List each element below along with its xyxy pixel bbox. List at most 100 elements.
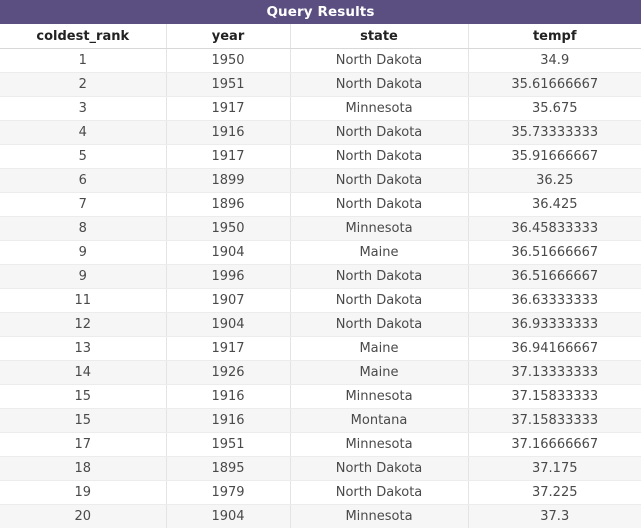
cell-state: North Dakota bbox=[290, 72, 469, 97]
cell-tempf: 37.3 bbox=[468, 504, 641, 528]
cell-coldest-rank: 19 bbox=[0, 480, 167, 505]
cell-state: Minnesota bbox=[290, 432, 469, 457]
table-row[interactable]: 9 1996 North Dakota 36.51666667 bbox=[0, 264, 641, 289]
cell-state: Minnesota bbox=[290, 216, 469, 241]
cell-tempf: 36.63333333 bbox=[468, 288, 641, 313]
table-row[interactable]: 18 1895 North Dakota 37.175 bbox=[0, 456, 641, 481]
cell-year: 1950 bbox=[166, 216, 291, 241]
cell-year: 1916 bbox=[166, 120, 291, 145]
cell-year: 1979 bbox=[166, 480, 291, 505]
cell-year: 1896 bbox=[166, 192, 291, 217]
cell-state: Minnesota bbox=[290, 504, 469, 528]
cell-tempf: 35.91666667 bbox=[468, 144, 641, 169]
table-row[interactable]: 12 1904 North Dakota 36.93333333 bbox=[0, 312, 641, 337]
cell-coldest-rank: 4 bbox=[0, 120, 167, 145]
cell-tempf: 36.93333333 bbox=[468, 312, 641, 337]
table-row[interactable]: 8 1950 Minnesota 36.45833333 bbox=[0, 216, 641, 241]
cell-coldest-rank: 3 bbox=[0, 96, 167, 121]
table-row[interactable]: 6 1899 North Dakota 36.25 bbox=[0, 168, 641, 193]
cell-year: 1916 bbox=[166, 408, 291, 433]
table-row[interactable]: 11 1907 North Dakota 36.63333333 bbox=[0, 288, 641, 313]
cell-tempf: 37.225 bbox=[468, 480, 641, 505]
cell-state: Minnesota bbox=[290, 384, 469, 409]
cell-year: 1951 bbox=[166, 72, 291, 97]
cell-coldest-rank: 15 bbox=[0, 384, 167, 409]
cell-tempf: 35.675 bbox=[468, 96, 641, 121]
cell-coldest-rank: 2 bbox=[0, 72, 167, 97]
table-row[interactable]: 2 1951 North Dakota 35.61666667 bbox=[0, 72, 641, 97]
cell-year: 1904 bbox=[166, 312, 291, 337]
results-table: coldest_rank year state tempf 1 1950 North… bbox=[0, 24, 641, 528]
cell-state: Montana bbox=[290, 408, 469, 433]
cell-state: North Dakota bbox=[290, 288, 469, 313]
cell-year: 1926 bbox=[166, 360, 291, 385]
cell-coldest-rank: 6 bbox=[0, 168, 167, 193]
column-header-coldest-rank[interactable]: coldest_rank bbox=[0, 24, 167, 49]
cell-year: 1951 bbox=[166, 432, 291, 457]
cell-tempf: 36.425 bbox=[468, 192, 641, 217]
cell-coldest-rank: 18 bbox=[0, 456, 167, 481]
column-header-year[interactable]: year bbox=[166, 24, 291, 49]
cell-coldest-rank: 12 bbox=[0, 312, 167, 337]
cell-tempf: 36.94166667 bbox=[468, 336, 641, 361]
cell-year: 1916 bbox=[166, 384, 291, 409]
cell-coldest-rank: 8 bbox=[0, 216, 167, 241]
cell-coldest-rank: 11 bbox=[0, 288, 167, 313]
cell-year: 1904 bbox=[166, 504, 291, 528]
cell-state: North Dakota bbox=[290, 456, 469, 481]
cell-coldest-rank: 1 bbox=[0, 48, 167, 73]
cell-state: Maine bbox=[290, 360, 469, 385]
cell-tempf: 37.15833333 bbox=[468, 384, 641, 409]
cell-tempf: 36.25 bbox=[468, 168, 641, 193]
cell-coldest-rank: 7 bbox=[0, 192, 167, 217]
cell-year: 1917 bbox=[166, 96, 291, 121]
table-row[interactable]: 13 1917 Maine 36.94166667 bbox=[0, 336, 641, 361]
cell-year: 1904 bbox=[166, 240, 291, 265]
cell-year: 1899 bbox=[166, 168, 291, 193]
cell-state: North Dakota bbox=[290, 48, 469, 73]
cell-year: 1917 bbox=[166, 144, 291, 169]
cell-coldest-rank: 9 bbox=[0, 240, 167, 265]
cell-state: North Dakota bbox=[290, 192, 469, 217]
table-row[interactable]: 19 1979 North Dakota 37.225 bbox=[0, 480, 641, 505]
cell-tempf: 36.51666667 bbox=[468, 240, 641, 265]
cell-state: North Dakota bbox=[290, 312, 469, 337]
cell-coldest-rank: 14 bbox=[0, 360, 167, 385]
table-row[interactable]: 20 1904 Minnesota 37.3 bbox=[0, 504, 641, 528]
cell-coldest-rank: 15 bbox=[0, 408, 167, 433]
table-row[interactable]: 5 1917 North Dakota 35.91666667 bbox=[0, 144, 641, 169]
table-row[interactable]: 17 1951 Minnesota 37.16666667 bbox=[0, 432, 641, 457]
cell-tempf: 35.61666667 bbox=[468, 72, 641, 97]
cell-state: North Dakota bbox=[290, 264, 469, 289]
cell-tempf: 34.9 bbox=[468, 48, 641, 73]
table-row[interactable]: 15 1916 Minnesota 37.15833333 bbox=[0, 384, 641, 409]
column-header-tempf[interactable]: tempf bbox=[468, 24, 641, 49]
cell-state: Maine bbox=[290, 336, 469, 361]
cell-year: 1895 bbox=[166, 456, 291, 481]
cell-state: Minnesota bbox=[290, 96, 469, 121]
cell-tempf: 37.16666667 bbox=[468, 432, 641, 457]
cell-year: 1917 bbox=[166, 336, 291, 361]
cell-state: North Dakota bbox=[290, 144, 469, 169]
cell-coldest-rank: 20 bbox=[0, 504, 167, 528]
cell-coldest-rank: 5 bbox=[0, 144, 167, 169]
table-row[interactable]: 15 1916 Montana 37.15833333 bbox=[0, 408, 641, 433]
column-header-state[interactable]: state bbox=[290, 24, 469, 49]
table-row[interactable]: 7 1896 North Dakota 36.425 bbox=[0, 192, 641, 217]
table-row[interactable]: 3 1917 Minnesota 35.675 bbox=[0, 96, 641, 121]
cell-coldest-rank: 9 bbox=[0, 264, 167, 289]
table-row[interactable]: 14 1926 Maine 37.13333333 bbox=[0, 360, 641, 385]
panel-title: Query Results bbox=[0, 0, 641, 24]
cell-year: 1907 bbox=[166, 288, 291, 313]
cell-tempf: 35.73333333 bbox=[468, 120, 641, 145]
cell-year: 1996 bbox=[166, 264, 291, 289]
table-row[interactable]: 4 1916 North Dakota 35.73333333 bbox=[0, 120, 641, 145]
table-row[interactable]: 9 1904 Maine 36.51666667 bbox=[0, 240, 641, 265]
cell-year: 1950 bbox=[166, 48, 291, 73]
table-row[interactable]: 1 1950 North Dakota 34.9 bbox=[0, 48, 641, 73]
cell-tempf: 36.51666667 bbox=[468, 264, 641, 289]
results-body: 1 1950 North Dakota 34.9 2 1951 North Dakota 35… bbox=[0, 48, 641, 528]
cell-state: North Dakota bbox=[290, 120, 469, 145]
header-row: coldest_rank year state tempf bbox=[0, 24, 641, 49]
